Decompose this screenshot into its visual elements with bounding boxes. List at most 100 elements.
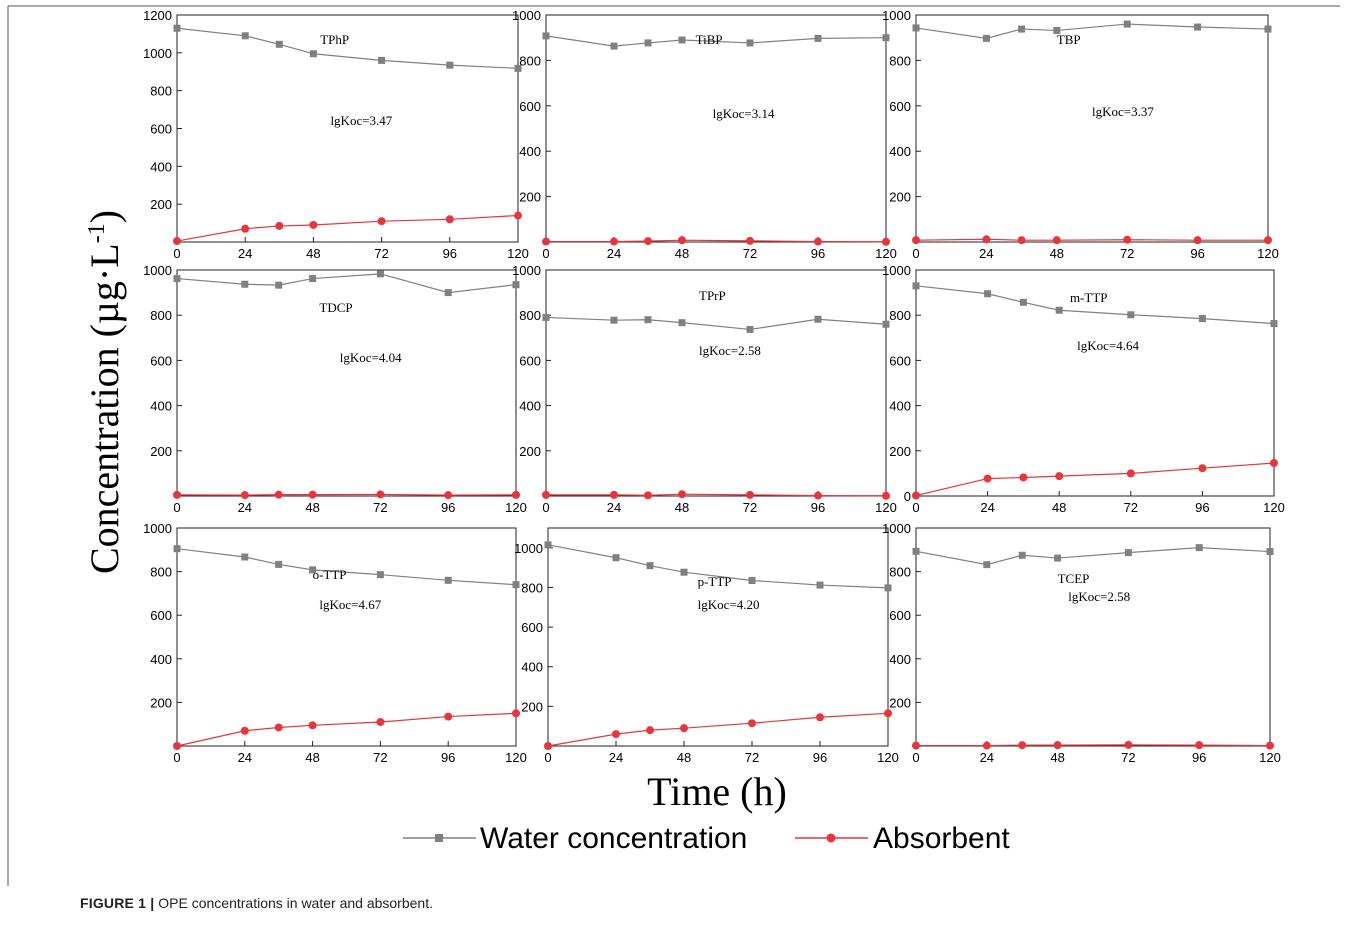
- series-line-water: [915, 23, 1269, 39]
- x-tick-label: 24: [979, 246, 993, 261]
- absorbent-point: [1195, 741, 1204, 750]
- absorbent-point: [746, 236, 754, 245]
- panel-TBP: 200 400 600 800 1000 0 24 48 72 96 120 TBP lgKoc=3.3…: [882, 8, 1279, 261]
- water-point: [1018, 551, 1026, 559]
- water-point: [241, 553, 249, 561]
- y-tick-label: 200: [150, 695, 172, 710]
- x-tick-label: 0: [173, 750, 180, 765]
- y-tick-label: 600: [889, 99, 911, 114]
- x-tick-label: 96: [811, 246, 825, 261]
- absorbent-point: [1053, 741, 1062, 750]
- absorbent-point: [814, 237, 822, 246]
- absorbent-point: [173, 490, 181, 499]
- y-axis-label-main: Concentration (µg·L: [82, 243, 127, 574]
- x-tick-label: 0: [542, 246, 549, 261]
- x-tick-label: 48: [677, 750, 691, 765]
- series-line-water: [176, 273, 517, 294]
- panel-title: m-TTP: [1070, 290, 1108, 305]
- legend: Water concentration Absorbent: [403, 822, 1010, 855]
- absorbent-point: [309, 220, 318, 229]
- water-point: [1266, 548, 1274, 556]
- y-tick-label: 200: [150, 444, 172, 459]
- absorbent-point: [912, 236, 920, 245]
- water-point: [1053, 26, 1061, 34]
- panel-TCEP: 200 400 600 800 1000 0 24 48 72 96 120 TCEP lgKoc=2.…: [882, 521, 1281, 765]
- water-point: [814, 315, 822, 323]
- absorbent-point: [240, 726, 249, 735]
- water-point: [512, 281, 520, 289]
- y-tick-label: 800: [521, 580, 543, 595]
- y-tick-label: 400: [150, 159, 172, 174]
- absorbent-point: [1124, 740, 1133, 749]
- water-point: [309, 50, 317, 58]
- y-tick-label: 200: [519, 444, 541, 459]
- absorbent-point: [240, 491, 249, 500]
- y-tick-label: 1000: [512, 8, 541, 23]
- water-point: [309, 566, 317, 574]
- x-tick-label: 72: [373, 750, 387, 765]
- water-point: [912, 24, 920, 32]
- absorbent-point: [983, 474, 992, 483]
- figure-caption: FIGURE 1 | OPE concentrations in water a…: [80, 895, 433, 911]
- x-tick-label: 48: [305, 750, 319, 765]
- water-point: [241, 280, 249, 288]
- water-point: [814, 34, 822, 42]
- x-tick-label: 120: [1259, 750, 1281, 765]
- panel-annotation: lgKoc=4.64: [1077, 338, 1139, 353]
- water-point: [882, 320, 890, 328]
- absorbent-point: [646, 726, 654, 735]
- y-tick-label: 600: [519, 99, 541, 114]
- absorbent-point: [748, 719, 756, 728]
- water-point: [1019, 298, 1027, 306]
- water-point: [644, 316, 652, 324]
- panel-TPrP: 200 400 600 800 1000 0 24 48 72 96 120 TPrP lgKoc=2.…: [512, 263, 897, 515]
- absorbent-point: [308, 721, 317, 730]
- x-tick-label: 0: [912, 750, 919, 765]
- absorbent-point: [274, 490, 283, 499]
- absorbent-point: [377, 217, 386, 226]
- absorbent-point: [882, 491, 890, 500]
- water-point: [884, 584, 892, 592]
- panel-p-TTP: 200 400 600 800 1000 0 24 48 72 96 120 p-TTP lgKoc=4…: [514, 527, 899, 765]
- absorbent-point: [514, 211, 522, 220]
- absorbent-point: [1017, 236, 1026, 245]
- x-tick-label: 0: [542, 500, 549, 515]
- x-tick-label: 48: [675, 500, 689, 515]
- water-point: [680, 568, 688, 576]
- y-axis-label-close: ): [82, 210, 127, 223]
- x-tick-label: 96: [441, 500, 455, 515]
- panel-frame: [176, 14, 519, 243]
- y-tick-label: 200: [889, 190, 911, 205]
- water-point: [514, 64, 522, 72]
- absorbent-point: [275, 221, 284, 230]
- absorbent-point: [610, 490, 618, 499]
- x-tick-label: 0: [173, 246, 180, 261]
- absorbent-point: [173, 237, 181, 246]
- water-point: [1194, 23, 1202, 31]
- x-tick-label: 24: [980, 500, 994, 515]
- absorbent-point: [512, 709, 520, 718]
- x-tick-label: 72: [745, 750, 759, 765]
- water-point: [1018, 25, 1026, 33]
- x-tick-label: 48: [675, 246, 689, 261]
- y-tick-label: 600: [150, 122, 172, 137]
- y-tick-label: 400: [889, 399, 911, 414]
- y-tick-label: 1000: [882, 8, 911, 23]
- absorbent-point: [912, 491, 920, 500]
- absorbent-point: [644, 237, 652, 246]
- x-tick-label: 24: [607, 246, 621, 261]
- absorbent-point: [1052, 236, 1061, 245]
- absorbent-point: [746, 490, 754, 499]
- y-tick-label: 800: [889, 565, 911, 580]
- panel-annotation: lgKoc=4.20: [698, 597, 760, 612]
- y-tick-label: 1000: [143, 521, 172, 536]
- y-axis-label: Concentration (µg·L-1): [82, 210, 127, 574]
- x-tick-label: 48: [1052, 500, 1066, 515]
- water-point: [983, 561, 991, 569]
- water-point: [1124, 549, 1132, 557]
- y-tick-label: 1000: [882, 521, 911, 536]
- x-tick-label: 72: [743, 500, 757, 515]
- caption-label: FIGURE 1 |: [80, 895, 155, 911]
